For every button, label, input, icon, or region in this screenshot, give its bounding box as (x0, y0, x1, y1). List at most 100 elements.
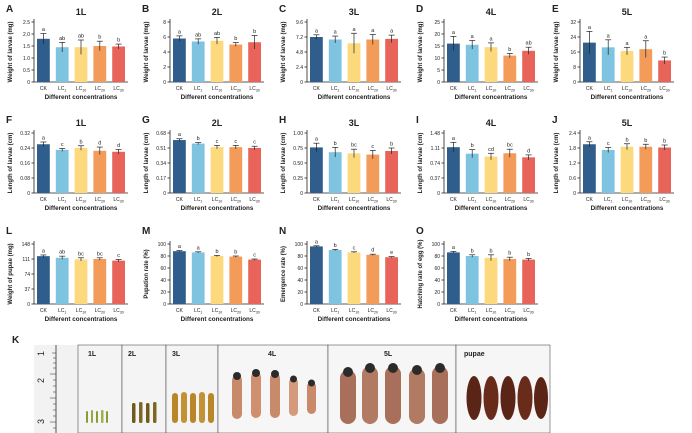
significance-label: a (625, 41, 629, 47)
x-tick-label: CK (586, 197, 594, 203)
panel-label: O (416, 226, 424, 237)
bar (173, 140, 186, 193)
bar (601, 47, 615, 82)
bar (447, 252, 460, 304)
bar (310, 147, 323, 193)
x-tick-label: LC20 (368, 86, 378, 92)
bar (347, 252, 361, 304)
significance-label: b (489, 248, 492, 254)
x-axis-title: Different concentrations (45, 205, 118, 212)
significance-label: c (371, 144, 374, 150)
bar (601, 150, 615, 193)
y-axis-label: Weight of pupae (mg) (8, 243, 14, 304)
significance-label: a (390, 29, 394, 35)
bar (620, 146, 634, 193)
bar (658, 60, 671, 82)
y-tick-label: 0.24 (20, 146, 30, 152)
bar (248, 148, 261, 193)
y-tick-label: 20 (434, 290, 440, 296)
y-axis-label: Weight of larvae (mg) (418, 22, 424, 83)
bar (37, 144, 50, 193)
significance-label: b (98, 35, 101, 41)
x-tick-label: LC10 (76, 86, 86, 92)
y-axis-label: Weight of larvae (mg) (8, 22, 14, 83)
significance-label: a (178, 244, 182, 250)
x-tick-label: LC20 (641, 197, 651, 203)
bar (465, 44, 479, 82)
bar (210, 147, 224, 193)
y-tick-label: 37 (24, 287, 30, 293)
y-tick-label: 100 (158, 242, 167, 248)
photo-tile-1l (77, 344, 123, 433)
y-axis-label: Hatching rate of egg (%) (418, 239, 424, 308)
y-axis-label: Length of larvae (cm) (8, 133, 14, 194)
y-tick-label: 0.34 (156, 161, 166, 167)
photo-label-2l: 2L (128, 351, 137, 358)
y-tick-label: 8 (573, 65, 576, 71)
significance-label: b (197, 136, 200, 142)
bar (93, 150, 107, 193)
significance-label: b (334, 243, 337, 249)
y-tick-label: 20 (434, 32, 440, 38)
chart-H: H 3L Length of larvae (cm) 0 0.25 0.50 0.75 1.0… (279, 115, 401, 212)
chart-J: J 5L Length of larvae (cm) 0 0.6 1.2 1.8 2.4 a CK… (552, 115, 674, 212)
bar (522, 259, 535, 304)
significance-label: a (334, 30, 338, 36)
y-axis-label: Length of larvae (cm) (418, 133, 424, 194)
significance-label: a (644, 34, 648, 40)
y-tick-label: 0 (27, 302, 30, 308)
bar (484, 156, 498, 193)
panel-label: M (142, 226, 150, 237)
x-tick-label: LC20 (95, 197, 105, 203)
bar (522, 50, 535, 82)
y-tick-label: 100 (295, 242, 304, 248)
x-tick-label: LC1 (468, 86, 476, 92)
chart-D: D 4L Weight of larvae (mg) 0 5 10 15 20 25 a CK a LC… (416, 4, 538, 101)
pupae (466, 376, 548, 420)
panel-label: D (416, 4, 423, 15)
y-tick-label: 25 (434, 20, 440, 26)
x-tick-label: LC1 (468, 308, 476, 314)
y-tick-label: 0.75 (293, 146, 303, 152)
y-tick-label: 4.8 (296, 50, 303, 56)
bar (465, 256, 479, 304)
significance-label: ab (59, 36, 65, 42)
x-tick-label: CK (40, 197, 48, 203)
bar (191, 143, 205, 193)
y-tick-label: 80 (434, 254, 440, 260)
x-tick-label: LC10 (486, 197, 496, 203)
x-axis-title: Different concentrations (45, 94, 118, 101)
chart-title: 1L (76, 7, 87, 17)
x-tick-label: LC10 (212, 308, 222, 314)
x-tick-label: LC1 (58, 197, 66, 203)
x-tick-label: LC1 (194, 308, 202, 314)
x-tick-label: LC30 (386, 308, 396, 314)
x-tick-label: LC1 (58, 86, 66, 92)
y-tick-label: 0 (573, 191, 576, 197)
y-tick-label: 0.25 (293, 176, 303, 182)
x-axis-title: Different concentrations (318, 94, 391, 101)
chart-I: I 4L Length of larvae (cm) 0 0.37 0.74 1.11 1.4… (416, 115, 538, 212)
x-tick-label: LC10 (76, 197, 86, 203)
x-tick-label: CK (450, 308, 458, 314)
y-tick-label: 2.4 (569, 131, 576, 137)
significance-label: b (234, 36, 237, 42)
bar (310, 246, 323, 304)
y-tick-label: 80 (297, 254, 303, 260)
x-tick-label: LC10 (349, 308, 359, 314)
y-tick-label: 0 (573, 80, 576, 86)
bar (447, 147, 460, 193)
panel-label: J (552, 115, 558, 126)
y-tick-label: 10 (434, 56, 440, 62)
bar (229, 147, 243, 193)
significance-label: bc (507, 143, 513, 149)
chart-title: 3L (349, 7, 360, 17)
y-tick-label: 40 (434, 278, 440, 284)
significance-label: a (352, 27, 356, 33)
photo-strip: 1 2 3 1L 2L 3L 4L 5L pupae (34, 344, 551, 433)
significance-label: d (98, 141, 101, 147)
y-tick-label: 0 (163, 302, 166, 308)
significance-label: b (215, 249, 218, 255)
x-tick-label: LC30 (523, 308, 533, 314)
x-tick-label: LC30 (386, 86, 396, 92)
